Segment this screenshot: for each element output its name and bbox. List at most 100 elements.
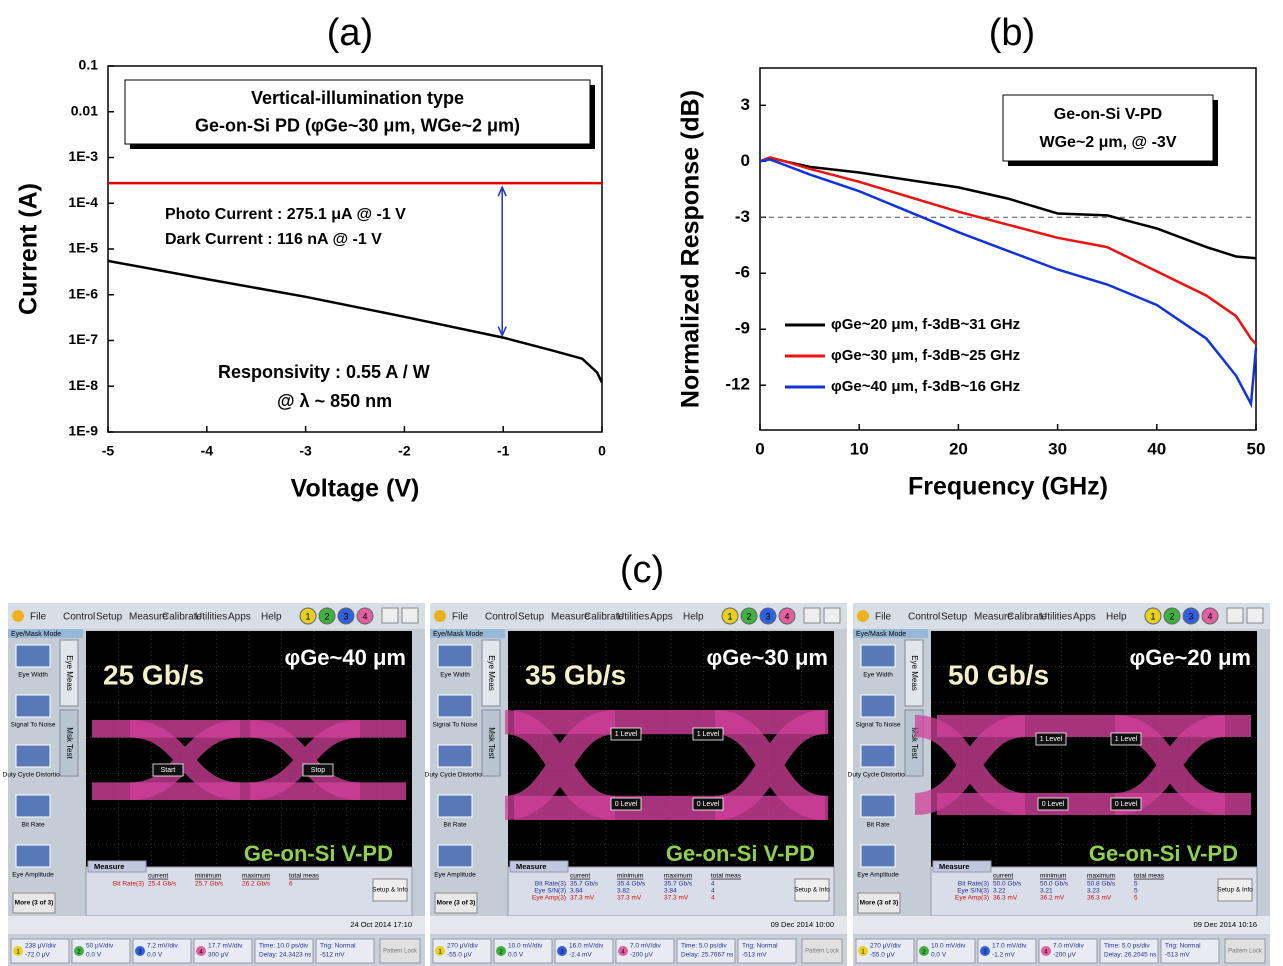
side-button-icon [438, 795, 472, 817]
setup-label: Setup & Info [372, 887, 408, 894]
status-text: 0.0 V [931, 952, 947, 959]
menu-item: Setup [941, 612, 968, 623]
annotation: Dark Current : 116 nA @ -1 V [165, 231, 382, 248]
measure-cell: 35.7 Gb/s [570, 881, 599, 888]
mode-label: Eye/Mask Mode [11, 631, 61, 638]
y-tick-label: 1E-9 [68, 423, 98, 439]
measure-column: maximum [1087, 873, 1115, 880]
measure-title: Measure [94, 862, 124, 871]
channel-label: 1 [727, 611, 732, 621]
status-text: Trig: Normal [1165, 943, 1201, 950]
box-text: Ge-on-Si PD (φGe~30 μm, WGe~2 μm) [195, 115, 520, 135]
status-text: 50 μV/div [86, 943, 114, 950]
window-button [824, 608, 840, 623]
measure-cell: 36.3 mV [1087, 895, 1112, 902]
side-button-label: Eye Width [863, 672, 893, 679]
side-button-icon [861, 745, 895, 767]
marker-label: 0 Level [1115, 801, 1138, 808]
x-tick-label: 50 [1247, 439, 1266, 458]
side-button-icon [861, 795, 895, 817]
side-button-icon [861, 845, 895, 867]
y-tick-label: 1E-3 [68, 148, 98, 164]
diameter: φGe~20 μm [1129, 645, 1251, 670]
marker-label: Start [161, 767, 176, 774]
y-tick-label: 3 [741, 95, 750, 114]
measure-column: minimum [617, 873, 643, 880]
channel-label: 4 [1207, 611, 1212, 621]
status-text: Delay: 24.3423 ns [259, 952, 312, 959]
side-button-icon [438, 745, 472, 767]
status-text: 270 μV/div [870, 943, 902, 950]
status-text: Trig: Normal [320, 943, 356, 950]
measure-cell: 3.84 [664, 888, 677, 895]
side-button-label: Eye Amplitude [857, 872, 899, 879]
measure-column: current [148, 873, 168, 880]
side-button-icon [438, 695, 472, 717]
measure-cell: Eye S/N(3) [957, 888, 989, 895]
measure-cell: 4 [711, 888, 715, 895]
marker-label: 0 Level [615, 801, 638, 808]
mode-label: Eye/Mask Mode [856, 631, 906, 638]
y-tick-label: 1E-4 [68, 194, 98, 210]
legend-label: φGe~20 μm, f-3dB~31 GHz [831, 316, 1020, 333]
status-text: -512 mV [320, 952, 345, 959]
measure-cell: 4 [711, 895, 715, 902]
side-button-label: Duty Cycle Distortion [425, 772, 486, 779]
status-text: -55.0 μV [447, 952, 472, 959]
side-button-label: Eye Amplitude [434, 872, 476, 879]
scope-screenshot: FileControlSetupMeasureCalibrateUtilitie… [848, 603, 1270, 966]
x-tick-label: -2 [398, 443, 411, 459]
date: 09 Dec 2014 10:00 [771, 920, 834, 929]
y-tick-label: 1E-7 [68, 331, 98, 347]
measure-cell: 4 [711, 881, 715, 888]
measure-column: current [993, 873, 1013, 880]
logo [12, 610, 24, 622]
status-text: 16.0 mV/div [569, 943, 604, 950]
menu-item: File [30, 612, 47, 623]
side-button-label: Eye Amplitude [12, 872, 54, 879]
status-text: 10.0 mV/div [508, 943, 543, 950]
marker-label: Stop [311, 767, 326, 774]
measure-title: Measure [516, 862, 546, 871]
menu-item: Control [485, 612, 517, 623]
window-button [804, 608, 820, 623]
panel-title: (c) [620, 549, 664, 591]
measure-cell: 3.84 [570, 888, 583, 895]
window-button [1247, 608, 1263, 623]
measure-cell: 36.2 mV [1040, 895, 1065, 902]
diameter: φGe~40 μm [284, 645, 406, 670]
bit-rate: 35 Gb/s [525, 659, 626, 690]
status-text: 7.0 mV/div [630, 943, 661, 950]
menu-item: Help [261, 612, 282, 623]
measure-cell: Eye S/N(3) [534, 888, 566, 895]
more-label: More (3 of 3) [437, 900, 476, 907]
x-tick-label: -5 [102, 443, 115, 459]
measure-column: total meas [289, 873, 320, 880]
menu-item: Help [1106, 612, 1127, 623]
y-axis-label: Current (A) [15, 183, 43, 315]
window-button [382, 608, 398, 623]
status-text: -2.4 mV [569, 952, 592, 959]
more-label: More (3 of 3) [15, 900, 54, 907]
side-button-icon [16, 645, 50, 667]
bit-rate: 25 Gb/s [103, 659, 204, 690]
status-text: -513 mV [742, 952, 767, 959]
side-button-label: Duty Cycle Distortion [3, 772, 64, 779]
menu-item: Utilities [617, 612, 649, 623]
y-tick-label: 0 [741, 151, 750, 170]
menu-item: Control [63, 612, 95, 623]
x-axis-label: Frequency (GHz) [908, 473, 1108, 501]
menu-item: Control [908, 612, 940, 623]
box-text: Vertical-illumination type [251, 88, 464, 108]
menu-item: Utilities [195, 612, 227, 623]
status-text: 17.7 mV/div [208, 943, 243, 950]
y-tick-label: -12 [725, 375, 750, 394]
x-tick-label: -1 [497, 443, 510, 459]
measure-column: maximum [664, 873, 692, 880]
status-text: 0.0 V [508, 952, 524, 959]
x-tick-label: 40 [1147, 439, 1166, 458]
measure-cell: 37.3 mV [570, 895, 595, 902]
device-label: Ge-on-Si V-PD [1089, 841, 1238, 866]
channel-label: 1 [305, 611, 310, 621]
